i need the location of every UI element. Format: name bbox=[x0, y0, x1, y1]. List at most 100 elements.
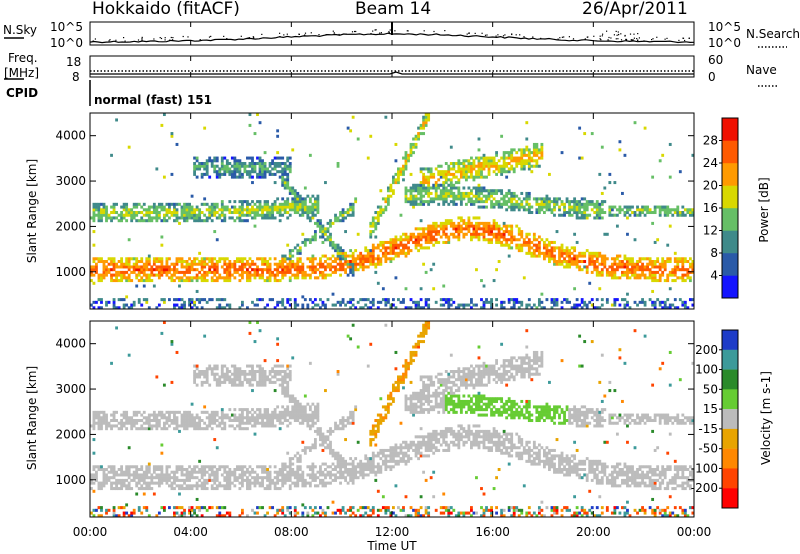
power-cell bbox=[454, 162, 458, 166]
power-cell bbox=[500, 134, 504, 138]
power-cell bbox=[417, 232, 420, 236]
power-cell bbox=[615, 257, 619, 261]
power-cell bbox=[100, 213, 103, 217]
velocity-cell bbox=[238, 372, 242, 376]
power-cell bbox=[419, 232, 423, 236]
velocity-cell bbox=[218, 481, 222, 485]
power-cell bbox=[218, 167, 222, 171]
power-cell bbox=[251, 211, 254, 215]
power-cell bbox=[251, 300, 254, 304]
power-cell bbox=[444, 162, 448, 166]
power-cell bbox=[522, 159, 526, 163]
velocity-cell bbox=[157, 511, 161, 515]
velocity-cell bbox=[150, 487, 154, 491]
power-cell bbox=[628, 276, 632, 280]
power-cell bbox=[475, 232, 478, 236]
power-cell bbox=[110, 276, 113, 280]
power-cell bbox=[658, 303, 662, 307]
velocity-cell bbox=[185, 416, 189, 420]
power-cell bbox=[530, 254, 534, 258]
power-cell bbox=[487, 194, 491, 198]
power-cell bbox=[553, 202, 556, 206]
power-cell bbox=[399, 170, 403, 174]
power-cell bbox=[251, 175, 254, 179]
velocity-cell bbox=[117, 421, 121, 425]
power-cell bbox=[623, 205, 627, 209]
power-cell bbox=[636, 303, 639, 307]
power-cell bbox=[535, 153, 539, 157]
power-cell bbox=[326, 257, 330, 261]
power-cell bbox=[464, 178, 468, 182]
freq-label: Freq. bbox=[8, 51, 38, 65]
power-cell bbox=[100, 273, 103, 277]
power-cell bbox=[286, 268, 290, 272]
cpid-value: normal (fast) 151 bbox=[94, 93, 212, 107]
power-cell bbox=[331, 292, 335, 296]
velocity-cell bbox=[238, 421, 242, 425]
power-cell bbox=[127, 276, 131, 280]
power-cell bbox=[112, 268, 116, 272]
power-cell bbox=[683, 303, 687, 307]
power-cell bbox=[419, 202, 423, 206]
power-cell bbox=[218, 273, 222, 277]
velocity-cell bbox=[213, 481, 217, 485]
power-cell bbox=[203, 279, 207, 283]
power-cell bbox=[203, 172, 207, 176]
velocity-cell bbox=[147, 413, 151, 417]
power-cell bbox=[220, 276, 224, 280]
power-cell bbox=[278, 175, 282, 179]
power-cell bbox=[120, 211, 124, 215]
velocity-cell bbox=[145, 476, 149, 480]
velocity-cell bbox=[205, 465, 209, 469]
power-cell bbox=[432, 230, 436, 234]
power-cell bbox=[155, 208, 159, 212]
power-cell bbox=[507, 167, 511, 171]
velocity-cell bbox=[120, 506, 124, 510]
power-cell bbox=[422, 175, 426, 179]
power-cell bbox=[298, 200, 302, 204]
power-cell bbox=[475, 303, 478, 307]
power-cell bbox=[258, 164, 262, 168]
power-cell bbox=[288, 208, 292, 212]
power-cell bbox=[349, 262, 353, 266]
power-cell bbox=[266, 205, 269, 209]
power-cell bbox=[351, 115, 355, 119]
power-cell bbox=[527, 202, 531, 206]
power-cell bbox=[432, 235, 436, 239]
velocity-cell bbox=[168, 424, 171, 428]
power-cell bbox=[263, 167, 267, 171]
power-cell bbox=[487, 240, 491, 244]
power-cell bbox=[515, 238, 519, 242]
power-cell bbox=[155, 213, 159, 217]
velocity-cell bbox=[263, 383, 267, 387]
power-cell bbox=[583, 300, 587, 304]
power-cell bbox=[595, 213, 599, 217]
velocity-cell bbox=[183, 419, 186, 423]
velocity-cell bbox=[145, 473, 149, 477]
power-cell bbox=[135, 276, 139, 280]
power-cell bbox=[316, 208, 320, 212]
velocity-cell bbox=[218, 375, 222, 379]
power-cell bbox=[238, 273, 242, 277]
power-cell bbox=[553, 208, 556, 212]
power-cell bbox=[688, 270, 692, 274]
power-cell bbox=[492, 159, 496, 163]
velocity-cell bbox=[286, 478, 290, 482]
power-cell bbox=[568, 265, 571, 269]
velocity-cell bbox=[130, 427, 134, 431]
power-cell bbox=[527, 211, 531, 215]
power-cell bbox=[195, 298, 199, 302]
power-cell bbox=[588, 257, 592, 261]
power-cell bbox=[286, 265, 290, 269]
velocity-cell bbox=[132, 511, 136, 515]
power-cell bbox=[152, 268, 156, 272]
velocity-cell bbox=[220, 408, 224, 412]
power-cell bbox=[178, 221, 181, 225]
power-cell bbox=[535, 202, 539, 206]
power-cell bbox=[145, 211, 149, 215]
power-cell bbox=[253, 170, 257, 174]
power-cell bbox=[397, 172, 400, 176]
velocity-cell bbox=[263, 370, 267, 374]
power-cell bbox=[276, 151, 280, 155]
power-cell bbox=[537, 202, 541, 206]
